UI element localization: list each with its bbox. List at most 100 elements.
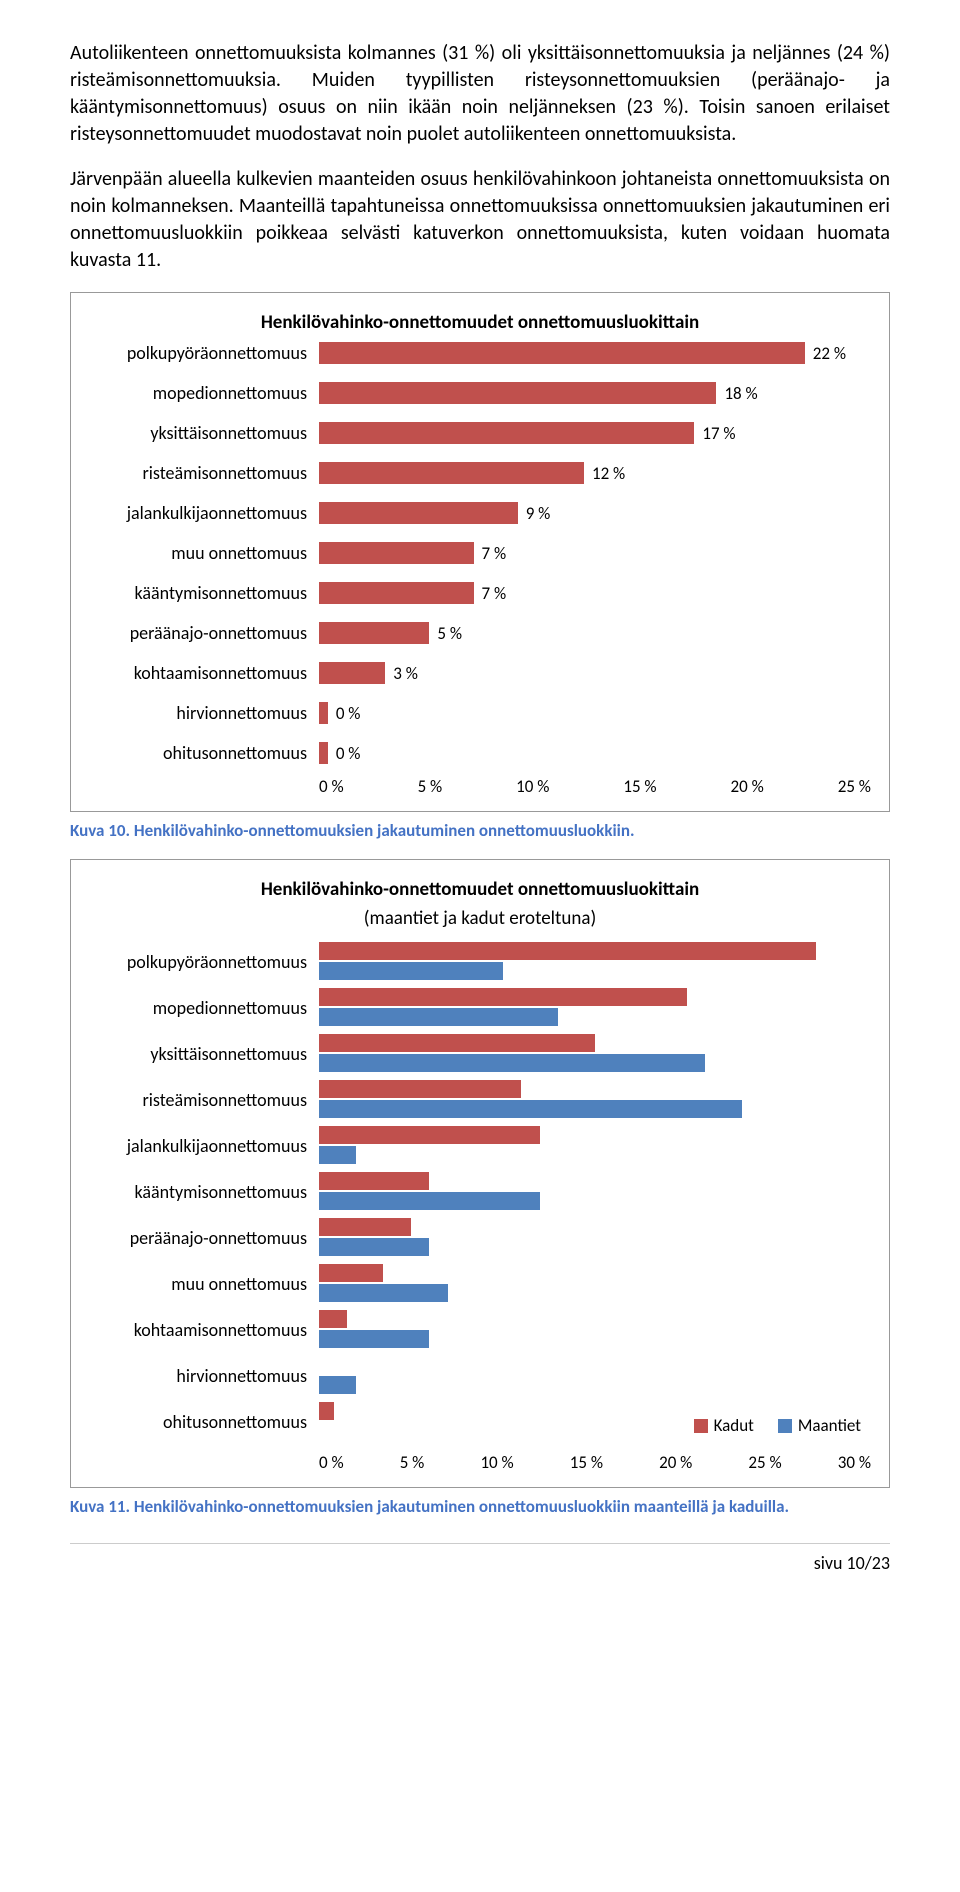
chart-1-value-label: 7 % — [482, 543, 507, 564]
chart-2-row-label: muu onnettomuus — [89, 1264, 319, 1304]
axis-tick: 25 % — [748, 1452, 781, 1473]
chart-1-row-label: kääntymisonnettomuus — [89, 582, 319, 604]
axis-tick: 20 % — [659, 1452, 692, 1473]
axis-tick: 0 % — [319, 1452, 344, 1473]
chart-2-body: polkupyöräonnettomuus mopedionnettomuus yk… — [89, 942, 871, 1442]
chart-2-axis: 0 % 5 % 10 % 15 % 20 % 25 % 30 % — [89, 1452, 871, 1473]
chart-1-row-label: mopedionnettomuus — [89, 382, 319, 404]
chart-2-bar-kadut — [319, 1218, 411, 1236]
chart-1-row: risteämisonnettomuus 12 % — [89, 460, 871, 486]
chart-2-bar-maantiet — [319, 1146, 356, 1164]
chart-1-value-label: 9 % — [526, 503, 551, 524]
chart-1-row: polkupyöräonnettomuus 22 % — [89, 340, 871, 366]
chart-1-row-label: peräänajo-onnettomuus — [89, 622, 319, 644]
chart-1: Henkilövahinko-onnettomuudet onnettomuus… — [70, 292, 890, 812]
chart-1-value-label: 22 % — [813, 343, 846, 364]
chart-2-row-label: yksittäisonnettomuus — [89, 1034, 319, 1074]
chart-1-row: ohitusonnettomuus 0 % — [89, 740, 871, 766]
chart-2: Henkilövahinko-onnettomuudet onnettomuus… — [70, 859, 890, 1488]
chart-1-row: jalankulkijaonnettomuus 9 % — [89, 500, 871, 526]
chart-1-value-label: 3 % — [393, 663, 418, 684]
chart-2-bar-maantiet — [319, 1100, 742, 1118]
paragraph-2: Järvenpään alueella kulkevien maanteiden… — [70, 166, 890, 274]
chart-2-row: ohitusonnettomuus Kadut Maantiet — [89, 1402, 871, 1442]
chart-2-row-label: mopedionnettomuus — [89, 988, 319, 1028]
chart-1-row-label: hirvionnettomuus — [89, 702, 319, 724]
chart-2-row: kohtaamisonnettomuus — [89, 1310, 871, 1350]
axis-tick: 10 % — [480, 1452, 513, 1473]
chart-2-row: muu onnettomuus — [89, 1264, 871, 1304]
chart-2-legend: Kadut Maantiet — [694, 1415, 861, 1436]
axis-tick: 10 % — [516, 776, 549, 797]
chart-1-bar — [319, 502, 518, 524]
chart-1-row: kääntymisonnettomuus7 % — [89, 580, 871, 606]
legend-label-kadut: Kadut — [714, 1415, 754, 1436]
chart-1-bar — [319, 742, 328, 764]
chart-2-row: jalankulkijaonnettomuus — [89, 1126, 871, 1166]
paragraph-1: Autoliikenteen onnettomuuksista kolmanne… — [70, 40, 890, 148]
chart-2-row: polkupyöräonnettomuus — [89, 942, 871, 982]
chart-2-row-label: jalankulkijaonnettomuus — [89, 1126, 319, 1166]
chart-2-bar-maantiet — [319, 1238, 429, 1256]
chart-1-bar — [319, 342, 805, 364]
chart-2-bar-maantiet — [319, 1192, 540, 1210]
chart-1-axis: 0 %5 %10 %15 %20 %25 % — [89, 776, 871, 797]
chart-1-value-label: 0 % — [336, 743, 361, 764]
chart-1-row-label: risteämisonnettomuus — [89, 462, 319, 484]
chart-1-bar — [319, 702, 328, 724]
axis-tick: 25 % — [838, 776, 871, 797]
chart-1-value-label: 17 % — [702, 423, 735, 444]
chart-2-bar-kadut — [319, 942, 816, 960]
chart-1-value-label: 5 % — [437, 623, 462, 644]
axis-tick: 30 % — [838, 1452, 871, 1473]
chart-2-bar-kadut — [319, 1080, 521, 1098]
chart-2-row-label: kohtaamisonnettomuus — [89, 1310, 319, 1350]
chart-1-value-label: 18 % — [724, 383, 757, 404]
chart-1-bar — [319, 422, 694, 444]
chart-1-bar — [319, 462, 584, 484]
chart-2-bar-kadut — [319, 1126, 540, 1144]
chart-1-row: kohtaamisonnettomuus 3 % — [89, 660, 871, 686]
chart-1-body: polkupyöräonnettomuus 22 % mopedionnettomu… — [89, 340, 871, 766]
chart-2-row-label: polkupyöräonnettomuus — [89, 942, 319, 982]
page-footer: sivu 10/23 — [70, 1543, 890, 1574]
chart-1-row-label: polkupyöräonnettomuus — [89, 342, 319, 364]
chart-2-row: kääntymisonnettomuus — [89, 1172, 871, 1212]
axis-tick: 0 % — [319, 776, 344, 797]
chart-1-value-label: 12 % — [592, 463, 625, 484]
chart-2-bar-kadut — [319, 1034, 595, 1052]
chart-2-row-label: ohitusonnettomuus — [89, 1402, 319, 1442]
legend-label-maantiet: Maantiet — [798, 1415, 861, 1436]
chart-1-row: hirvionnettomuus 0 % — [89, 700, 871, 726]
chart-2-bar-maantiet — [319, 1284, 448, 1302]
chart-2-row-label: peräänajo-onnettomuus — [89, 1218, 319, 1258]
chart-1-row-label: ohitusonnettomuus — [89, 742, 319, 764]
chart-1-row-label: jalankulkijaonnettomuus — [89, 502, 319, 524]
chart-2-bar-kadut — [319, 1402, 334, 1420]
chart-2-row: peräänajo-onnettomuus — [89, 1218, 871, 1258]
chart-2-bar-kadut — [319, 1264, 383, 1282]
axis-tick: 15 % — [570, 1452, 603, 1473]
chart-1-bar — [319, 382, 716, 404]
caption-1: Kuva 10. Henkilövahinko-onnettomuuksien … — [70, 820, 890, 841]
chart-2-bar-maantiet — [319, 1330, 429, 1348]
chart-1-row: yksittäisonnettomuus 17 % — [89, 420, 871, 446]
chart-1-row-label: yksittäisonnettomuus — [89, 422, 319, 444]
chart-1-bar — [319, 622, 429, 644]
chart-1-bar — [319, 542, 474, 564]
axis-tick: 5 % — [400, 1452, 425, 1473]
chart-2-subtitle: (maantiet ja kadut eroteltuna) — [89, 907, 871, 930]
chart-1-value-label: 0 % — [336, 703, 361, 724]
chart-1-title: Henkilövahinko-onnettomuudet onnettomuus… — [89, 311, 871, 334]
chart-2-bar-kadut — [319, 988, 687, 1006]
caption-2: Kuva 11. Henkilövahinko-onnettomuuksien … — [70, 1496, 890, 1517]
chart-1-row-label: kohtaamisonnettomuus — [89, 662, 319, 684]
chart-2-row-label: risteämisonnettomuus — [89, 1080, 319, 1120]
axis-tick: 5 % — [418, 776, 443, 797]
legend-swatch-maantiet — [778, 1419, 792, 1433]
axis-tick: 20 % — [731, 776, 764, 797]
chart-1-row-label: muu onnettomuus — [89, 542, 319, 564]
chart-1-bar — [319, 662, 385, 684]
chart-2-title: Henkilövahinko-onnettomuudet onnettomuus… — [89, 878, 871, 901]
chart-2-bar-maantiet — [319, 1054, 705, 1072]
